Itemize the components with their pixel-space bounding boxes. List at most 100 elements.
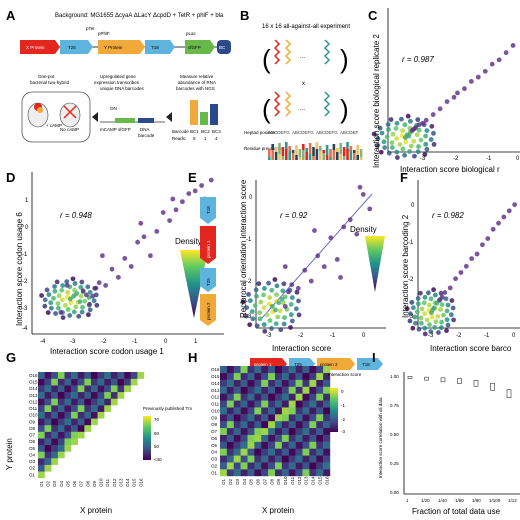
data-point xyxy=(328,235,334,241)
density-legend xyxy=(180,250,208,318)
data-point xyxy=(338,275,343,280)
panel-letter-d: D xyxy=(6,170,15,185)
heatmap-cell xyxy=(275,414,283,422)
heatmap-cell xyxy=(226,379,234,387)
heatmap-cell xyxy=(268,372,276,380)
col-label: O11 xyxy=(290,476,295,485)
heatmap-cell xyxy=(281,400,289,408)
tick-label: 1/20 xyxy=(421,498,430,503)
col-label: O1 xyxy=(221,478,226,485)
density-point xyxy=(451,317,456,323)
heatmap-cell xyxy=(275,462,283,470)
col-label: O16 xyxy=(138,478,143,487)
heatmap-cell xyxy=(302,469,310,477)
density-point xyxy=(416,144,421,149)
heatmap-cell xyxy=(84,418,92,426)
data-point xyxy=(360,192,366,197)
heatmap-cell xyxy=(64,372,72,379)
heatmap-cell xyxy=(302,448,310,456)
heatmap-cell xyxy=(288,434,296,442)
heatmap-cell xyxy=(288,414,296,422)
heatmap-cell xyxy=(64,405,72,412)
heatmap-cell xyxy=(288,469,296,477)
heatmap-cell xyxy=(323,372,331,380)
heatmap-cell xyxy=(84,398,92,406)
heatmap-cell xyxy=(240,372,248,380)
density-point xyxy=(288,312,294,318)
density-point xyxy=(386,127,391,132)
heatmap-cell xyxy=(84,405,92,412)
col-label: O6 xyxy=(72,480,77,487)
data-point xyxy=(357,184,363,190)
heatmap-cell xyxy=(302,462,310,470)
heatmap-cell xyxy=(281,455,289,463)
heatmap-cell xyxy=(316,427,324,435)
density-point xyxy=(436,330,441,335)
logo-letter xyxy=(295,145,298,155)
density-point xyxy=(280,300,286,306)
heatmap-cell xyxy=(71,411,78,419)
heatmap-cell xyxy=(309,400,317,408)
step3-text: Measure relative abundance of RNA barcodes… xyxy=(176,74,216,91)
tick-label: -3 xyxy=(428,333,434,339)
heatmap-cell xyxy=(323,421,331,429)
heatmap-cell xyxy=(316,462,324,470)
background-strain: Background: MG1655 ΔcyaA ΔLacY ΔcpdD + T… xyxy=(55,13,224,19)
heatmap-cell xyxy=(57,405,65,412)
logo-letter xyxy=(356,145,359,155)
heatmap-cell xyxy=(275,407,283,415)
density-point xyxy=(85,284,91,290)
heatmap-cell xyxy=(124,372,131,379)
heatmap-cell xyxy=(226,393,234,401)
heatmap-cell xyxy=(254,400,262,408)
data-point xyxy=(501,214,507,220)
data-point xyxy=(480,242,485,248)
data-point xyxy=(103,283,108,288)
step1-text: One-pot bacterial two-hybrid xyxy=(30,74,70,85)
logo-letter xyxy=(322,153,325,160)
density-point xyxy=(397,142,403,147)
heatmap-cell xyxy=(316,448,324,456)
heatmap-cell xyxy=(97,411,105,419)
heatmap-cell xyxy=(254,421,262,429)
heatmap-cell xyxy=(64,411,72,419)
times-sign: x xyxy=(302,81,305,87)
data-point xyxy=(485,236,491,241)
density-point xyxy=(402,152,407,158)
heatmap-cell xyxy=(38,405,45,412)
logo-letter xyxy=(291,150,295,153)
helix-red-2 xyxy=(273,91,281,117)
tick-label: -3 xyxy=(70,339,76,345)
density-point xyxy=(443,296,449,302)
heatmap-cell xyxy=(309,393,317,401)
heatmap-cell xyxy=(38,444,45,452)
density-point xyxy=(250,316,256,322)
panel-f: F r = 0.982 Interaction score barco Inte… xyxy=(400,170,520,353)
heatmap-cell xyxy=(309,427,317,435)
data-point xyxy=(93,285,99,291)
construct-h-1: protein 1 xyxy=(254,362,272,367)
col-label: O8 xyxy=(85,480,90,487)
heatmap-cell xyxy=(240,434,248,442)
heatmap-cell xyxy=(316,386,324,394)
density-point xyxy=(264,312,270,318)
heatmap-cell xyxy=(57,378,65,386)
x-axis-label: Interaction score barco xyxy=(430,344,512,353)
protein-y-icon xyxy=(37,107,43,113)
density-point xyxy=(267,295,273,300)
heatmap-cell xyxy=(247,448,255,456)
heatmap-cell xyxy=(220,427,228,435)
tick-label: 1/40 xyxy=(438,498,447,503)
data-point xyxy=(302,267,308,273)
heatmap-cell xyxy=(288,441,296,449)
density-point xyxy=(62,302,68,308)
logo-letter xyxy=(291,153,295,160)
bc-bar-3 xyxy=(210,104,218,125)
heatmap-cell xyxy=(57,391,65,399)
heatmap-cell xyxy=(71,425,78,432)
heatmap-cell xyxy=(254,462,262,470)
heatmap-cell xyxy=(104,385,112,393)
heatmap-cell xyxy=(44,411,52,419)
heatmap-cell xyxy=(275,455,283,463)
heatmap-cell xyxy=(309,414,317,422)
